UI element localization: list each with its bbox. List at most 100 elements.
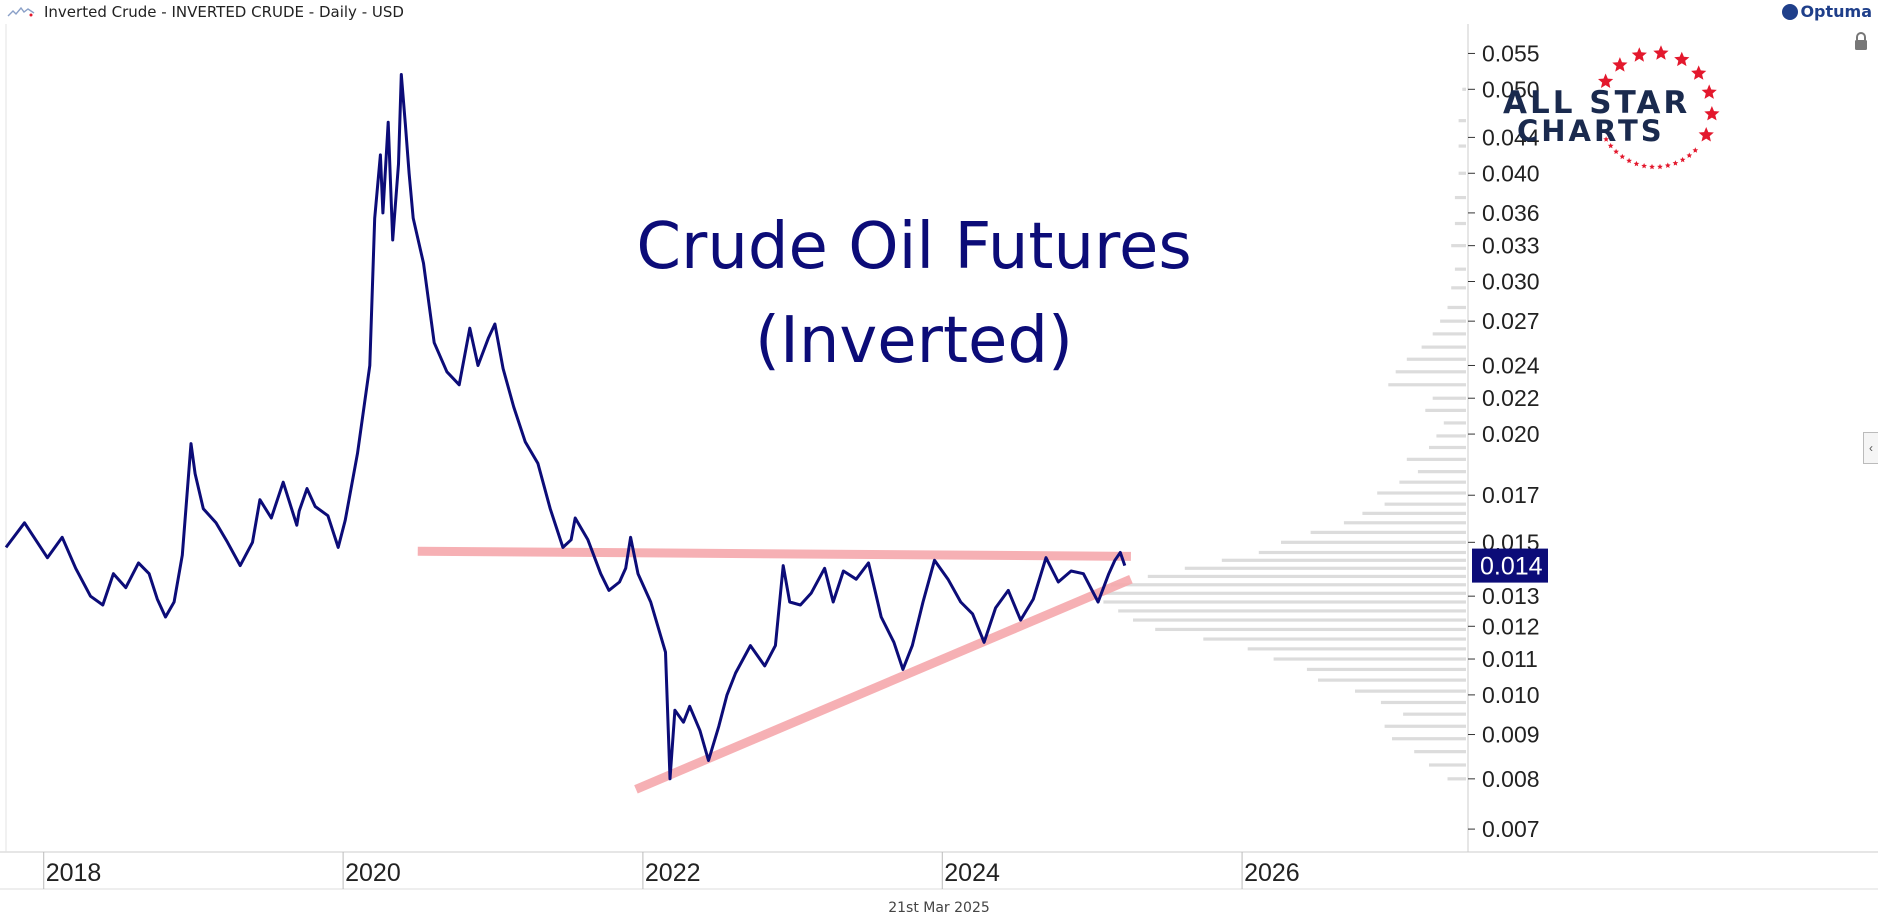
app-logo-icon (7, 6, 35, 17)
chart-subtitle: (Inverted) (755, 304, 1073, 378)
volume-profile-bar (1392, 737, 1466, 741)
y-tick-label: 0.010 (1482, 682, 1540, 708)
volume-profile-bar (1384, 502, 1466, 506)
x-tick-label: 2022 (645, 859, 701, 887)
volume-profile-bar (1432, 332, 1466, 336)
volume-profile-bar (1395, 370, 1466, 374)
y-tick-label: 0.030 (1482, 269, 1540, 295)
volume-profile-bar (1380, 700, 1466, 705)
logo-text-line1: ALL STAR (1503, 85, 1690, 121)
logo-star-small-icon (1672, 160, 1679, 166)
volume-profile-bar (1273, 657, 1466, 661)
volume-profile-bar (1451, 286, 1466, 290)
logo-star-small-icon (1633, 160, 1640, 167)
volume-profile-bar (1281, 540, 1466, 544)
volume-profile-bar (1447, 777, 1466, 781)
y-tick-label: 0.011 (1482, 646, 1538, 672)
volume-profile-bar (1462, 87, 1466, 91)
support-trendline (634, 575, 1133, 794)
optuma-brand: Optuma (1782, 2, 1872, 21)
logo-star-small-icon (1641, 163, 1647, 169)
y-tick-label: 0.040 (1482, 160, 1540, 186)
logo-star-small-icon (1649, 163, 1655, 170)
footer-date: 21st Mar 2025 (888, 900, 990, 916)
y-tick-label: 0.022 (1482, 385, 1540, 411)
volume-profile-bar (1184, 566, 1466, 570)
volume-profile-bar (1447, 305, 1466, 310)
y-tick-label: 0.044 (1482, 124, 1540, 150)
logo-star-small-icon (1607, 142, 1614, 149)
volume-profile-bar (1355, 689, 1466, 693)
lock-icon[interactable] (1852, 30, 1870, 52)
y-tick-label: 0.017 (1482, 482, 1540, 508)
volume-profile-bar (1133, 618, 1466, 622)
last-price-label: 0.014 (1480, 553, 1543, 581)
volume-profile-bar (1454, 267, 1466, 271)
chart-title: Crude Oil Futures (636, 210, 1191, 284)
volume-profile-bar (1454, 195, 1466, 200)
volume-profile-bar (1429, 763, 1466, 767)
y-tick-label: 0.013 (1482, 583, 1540, 609)
y-tick-label: 0.007 (1482, 816, 1540, 842)
volume-profile-bar (1425, 408, 1466, 412)
volume-profile-bar (1443, 421, 1466, 425)
collapse-panel-button[interactable]: ‹ (1863, 432, 1878, 464)
volume-profile-bar (1118, 609, 1466, 613)
y-tick-label: 0.012 (1482, 613, 1540, 639)
logo-star-small-icon (1692, 147, 1699, 153)
logo-star-icon (1631, 47, 1647, 62)
volume-profile-bar (1403, 712, 1466, 716)
volume-profile-bar (1458, 144, 1466, 148)
volume-profile-bar (1451, 244, 1466, 248)
volume-profile-bar (1399, 480, 1466, 484)
chart-window-title: Inverted Crude - INVERTED CRUDE - Daily … (44, 3, 404, 21)
y-tick-label: 0.036 (1482, 200, 1540, 226)
logo-star-small-icon (1657, 163, 1663, 170)
y-tick-label: 0.020 (1482, 421, 1540, 447)
resistance-trendline (417, 546, 1131, 561)
logo-star-small-icon (1603, 136, 1609, 142)
volume-profile-bar (1203, 637, 1466, 641)
volume-profile-bar (1247, 647, 1466, 651)
volume-profile-bar (1155, 627, 1466, 632)
volume-profile-bar (1362, 511, 1466, 515)
window-title-bar: Inverted Crude - INVERTED CRUDE - Daily … (0, 0, 1878, 24)
y-tick-label: 0.027 (1482, 308, 1540, 334)
volume-profile-bar (1458, 171, 1466, 175)
y-tick-label: 0.008 (1482, 766, 1540, 792)
volume-profile-bar (1306, 667, 1466, 672)
volume-profile-bar (1417, 470, 1466, 474)
logo-star-icon (1701, 84, 1717, 99)
logo-star-small-icon (1679, 156, 1686, 163)
logo-star-small-icon (1626, 157, 1632, 164)
x-tick-label: 2018 (46, 859, 102, 887)
y-tick-label: 0.055 (1482, 40, 1540, 66)
volume-profile-bar (1147, 574, 1466, 579)
volume-profile-bar (1440, 319, 1466, 323)
x-tick-label: 2026 (1244, 859, 1300, 887)
last-price-badge (1472, 548, 1548, 583)
volume-profile-bar (1414, 750, 1466, 754)
logo-star-small-icon (1619, 153, 1626, 160)
logo-star-icon (1691, 65, 1707, 80)
logo-star-icon (1674, 51, 1690, 67)
y-tick-label: 0.050 (1482, 76, 1540, 102)
volume-profile-bar (1310, 530, 1466, 535)
volume-profile-bar (1436, 434, 1466, 438)
optuma-brand-label: Optuma (1800, 2, 1872, 21)
logo-text-line2: CHARTS (1517, 114, 1665, 148)
volume-profile-bar (1429, 445, 1466, 450)
logo-star-icon (1704, 106, 1720, 121)
y-tick-label: 0.009 (1482, 722, 1540, 748)
optuma-logo-icon (1782, 4, 1799, 20)
logo-star-icon (1698, 127, 1714, 142)
volume-profile-bar (1406, 457, 1466, 461)
volume-profile-bar (1388, 383, 1466, 387)
volume-profile-bar (1458, 119, 1466, 123)
x-tick-label: 2024 (944, 859, 1000, 887)
volume-profile-bar (1406, 357, 1466, 361)
volume-profile-bar (1343, 521, 1466, 525)
logo-star-icon (1653, 45, 1669, 60)
